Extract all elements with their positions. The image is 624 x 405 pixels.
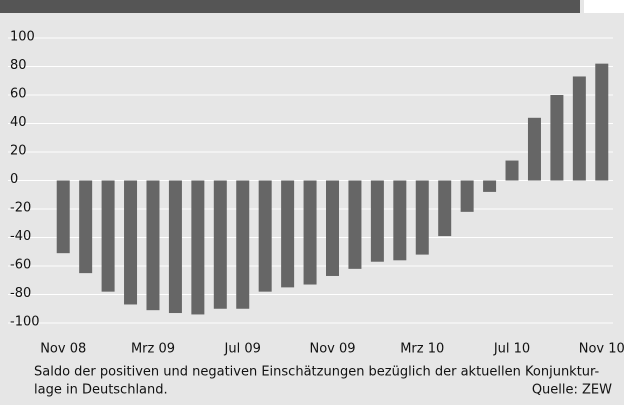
bar [527, 117, 541, 181]
banner [0, 0, 580, 13]
x-tick-label: Nov 09 [309, 342, 355, 357]
bar [326, 180, 339, 276]
bar [191, 180, 205, 315]
bar [236, 180, 250, 309]
bar [460, 180, 474, 212]
bar [550, 95, 564, 181]
bar [168, 180, 182, 314]
bar [146, 180, 160, 311]
y-tick-label: -20 [10, 201, 31, 216]
y-tick-label: 100 [10, 30, 35, 45]
y-tick-label: 40 [10, 115, 27, 130]
y-tick-label: -60 [10, 258, 31, 273]
banner-box [584, 0, 624, 13]
note-line: Saldo der positiven und negativen Einsch… [34, 365, 600, 380]
bar [572, 76, 586, 181]
y-tick-label: 0 [10, 172, 18, 187]
bar [505, 160, 519, 181]
y-tick-label: 60 [10, 87, 27, 102]
bar [370, 180, 384, 262]
bar [438, 180, 452, 237]
note-line: lage in Deutschland. [34, 383, 168, 398]
x-tick-label: Mrz 09 [131, 342, 175, 357]
x-tick-label: Mrz 10 [400, 342, 444, 357]
bar [303, 180, 317, 285]
bar [79, 180, 93, 274]
bar [124, 180, 138, 305]
x-tick-label: Jul 09 [224, 342, 261, 357]
x-tick-label: Nov 10 [579, 342, 624, 357]
y-tick-label: -100 [10, 315, 40, 330]
bar [258, 180, 272, 292]
y-tick-label: -40 [10, 229, 31, 244]
bar [348, 180, 362, 269]
bar [281, 180, 295, 288]
bar [393, 180, 407, 261]
source: Quelle: ZEW [532, 383, 612, 398]
y-tick-label: -80 [10, 286, 31, 301]
y-tick-label: 20 [10, 144, 27, 159]
y-tick-label: 80 [10, 58, 27, 73]
bar [101, 180, 115, 292]
x-tick-label: Nov 08 [40, 342, 86, 357]
bar [415, 180, 429, 255]
bar [213, 180, 227, 309]
x-tick-label: Jul 10 [493, 342, 530, 357]
bar [595, 63, 609, 181]
bar [483, 180, 497, 192]
bar [56, 180, 70, 254]
